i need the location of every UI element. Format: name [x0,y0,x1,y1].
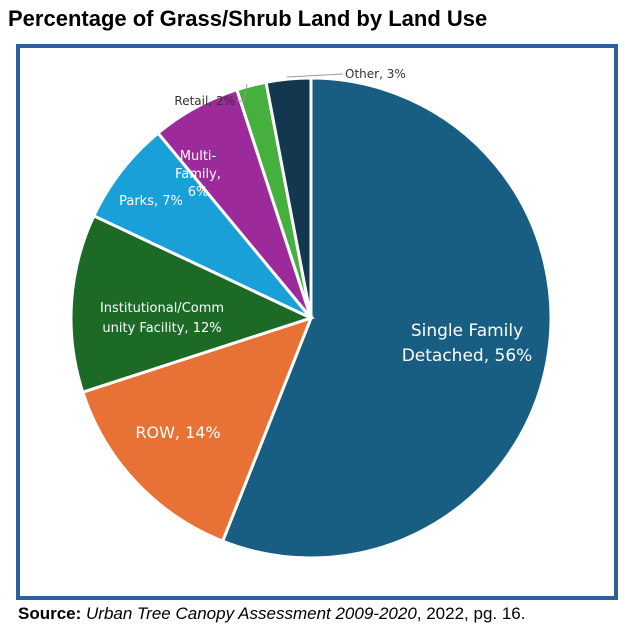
slice-label: Family, [175,167,221,182]
retail-leader-line [243,83,248,102]
pie-slice-parks [91,130,313,320]
slice-label: Multi- [180,149,217,164]
slice-label: Single Family [411,321,523,341]
slice-label: Detached, 56% [402,346,533,366]
source-suffix: , 2022, pg. 16. [416,604,526,623]
slice-label: Retail, 2% [174,94,235,108]
pie-slice-single-family-detached [220,76,553,560]
slice-label: Other, 3% [345,67,406,81]
slice-label: unity Facility, 12% [102,321,221,336]
other-leader-line [286,73,344,78]
pie-slice-institutional-community-facility [69,213,316,395]
source-prefix: Source: [18,604,82,623]
chart-frame [16,44,618,600]
source-work: Urban Tree Canopy Assessment 2009-2020 [86,604,417,623]
source-citation: Source: Urban Tree Canopy Assessment 200… [18,604,525,624]
pie-slice-other [264,76,313,319]
slice-label: Parks, 7% [119,194,183,209]
slice-label: Institutional/Comm [100,301,224,316]
chart-title: Percentage of Grass/Shrub Land by Land U… [8,6,488,31]
slice-label: ROW, 14% [135,423,220,442]
slice-label: 6% [188,185,209,200]
